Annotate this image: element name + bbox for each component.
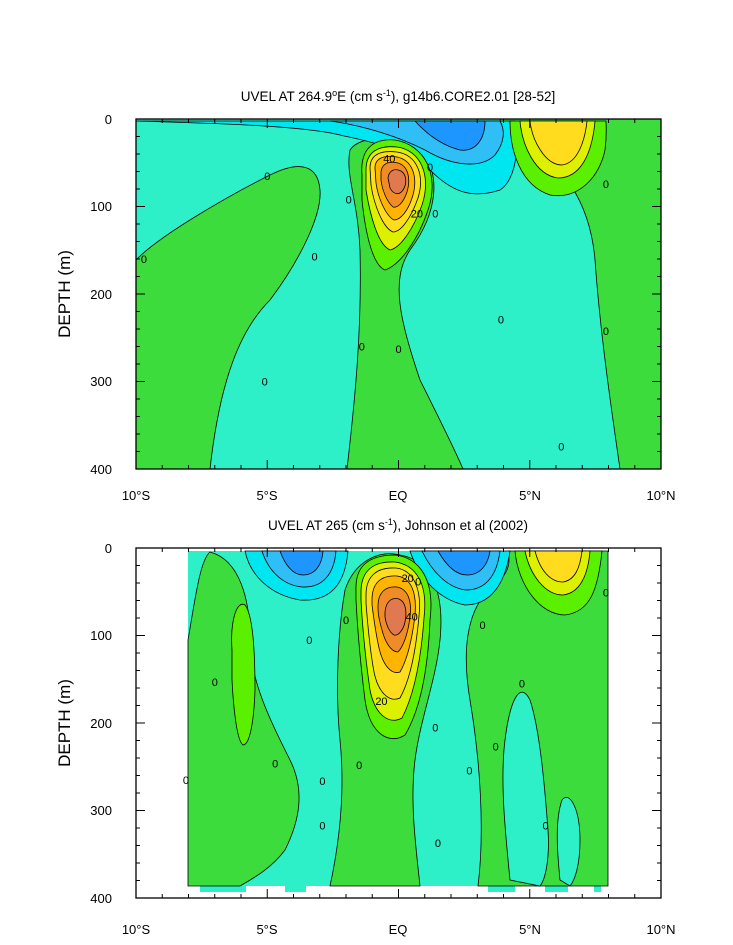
ytick-label: 400 bbox=[90, 462, 112, 477]
xtick-label: 10°S bbox=[122, 922, 151, 937]
contour-label: 20 bbox=[402, 573, 414, 585]
contour-label: 0 bbox=[359, 342, 365, 354]
xtick-label: 5°N bbox=[519, 922, 541, 937]
contour-label: 0 bbox=[346, 195, 352, 207]
contour-labels-top: 40 20 0 0 0 0 0 0 0 0 0 0 0 0 0 bbox=[141, 153, 609, 453]
fill-region-right-jet-core bbox=[529, 120, 588, 166]
contour-label: 0 bbox=[603, 326, 609, 338]
ytick-label: 200 bbox=[90, 287, 112, 302]
axis-ticks-bottom bbox=[135, 547, 662, 899]
xtick-label: 10°N bbox=[646, 488, 675, 503]
contour-fills-top bbox=[136, 119, 661, 469]
xtick-label: EQ bbox=[389, 922, 408, 937]
contour-label: 0 bbox=[183, 775, 189, 787]
ytick-label: 300 bbox=[90, 374, 112, 389]
contour-label: 0 bbox=[432, 722, 438, 734]
fill-region-right-cyan-patch2 bbox=[556, 797, 581, 887]
contour-label: 0 bbox=[319, 820, 325, 832]
xtick-label: 5°S bbox=[256, 922, 277, 937]
contour-label: 0 bbox=[264, 171, 270, 183]
contour-label: 0 bbox=[493, 742, 499, 754]
contour-label: 40 bbox=[406, 611, 418, 623]
contour-fills-bottom bbox=[187, 550, 609, 892]
contour-label: 0 bbox=[141, 254, 147, 266]
panel-top: UVEL AT 264.9oE (cm s-1), g14b6.CORE2.01… bbox=[55, 88, 676, 503]
xtick-label: 10°S bbox=[122, 488, 151, 503]
ytick-label: 0 bbox=[105, 541, 112, 556]
fill-surface-west-left-3 bbox=[279, 550, 324, 576]
contour-label: 20 bbox=[375, 696, 387, 708]
ytick-label: 400 bbox=[90, 891, 112, 906]
contour-label: 0 bbox=[343, 615, 349, 627]
panel-top-title: UVEL AT 264.9oE (cm s-1), g14b6.CORE2.01… bbox=[241, 88, 555, 104]
contour-label: 0 bbox=[212, 677, 218, 689]
contour-label: 0 bbox=[435, 838, 441, 850]
ytick-label: 300 bbox=[90, 803, 112, 818]
contour-label: 0 bbox=[519, 679, 525, 691]
y-axis-label: DEPTH (m) bbox=[55, 679, 74, 767]
ytick-label: 200 bbox=[90, 716, 112, 731]
fill-region-left-green bbox=[136, 166, 321, 469]
contour-label: 0 bbox=[432, 209, 438, 221]
contour-label: 0 bbox=[466, 765, 472, 777]
fill-region-top-blue-strong bbox=[414, 120, 486, 151]
contour-label: 0 bbox=[272, 758, 278, 770]
xtick-label: EQ bbox=[389, 488, 408, 503]
contour-label: 0 bbox=[262, 377, 268, 389]
contour-label: 0 bbox=[306, 635, 312, 647]
contour-label: 0 bbox=[427, 162, 433, 174]
contour-label: 0 bbox=[603, 588, 609, 600]
contour-label: 0 bbox=[311, 251, 317, 263]
contour-label: 0 bbox=[542, 820, 548, 832]
axis-ticks-top bbox=[135, 118, 662, 470]
panel-bottom-title: UVEL AT 265 (cm s-1), Johnson et al (200… bbox=[268, 517, 528, 533]
fill-surface-west-right-3 bbox=[437, 550, 491, 576]
fill-region-left-green-inner bbox=[231, 603, 256, 746]
contour-label: 20 bbox=[411, 209, 423, 221]
ytick-label: 0 bbox=[105, 112, 112, 127]
fill-euc-core bbox=[387, 169, 407, 194]
panel-bottom: UVEL AT 265 (cm s-1), Johnson et al (200… bbox=[55, 517, 676, 937]
xtick-label: 5°S bbox=[256, 488, 277, 503]
contour-label: 0 bbox=[558, 441, 564, 453]
contour-label: 40 bbox=[383, 153, 395, 165]
contour-label: 0 bbox=[498, 314, 504, 326]
y-axis-label: DEPTH (m) bbox=[55, 250, 74, 338]
fill-region-right-jet-core bbox=[534, 550, 583, 583]
contour-label: 0 bbox=[415, 576, 421, 588]
fill-euc-core bbox=[384, 598, 407, 636]
xtick-label: 5°N bbox=[519, 488, 541, 503]
contour-label: 0 bbox=[319, 776, 325, 788]
contour-label: 0 bbox=[479, 620, 485, 632]
ytick-label: 100 bbox=[90, 199, 112, 214]
fill-region-right-cyan-patch bbox=[502, 691, 549, 887]
contour-label: 0 bbox=[356, 760, 362, 772]
xtick-label: 10°N bbox=[646, 922, 675, 937]
contour-label: 0 bbox=[395, 344, 401, 356]
ytick-label: 100 bbox=[90, 628, 112, 643]
contour-label: 0 bbox=[603, 179, 609, 191]
